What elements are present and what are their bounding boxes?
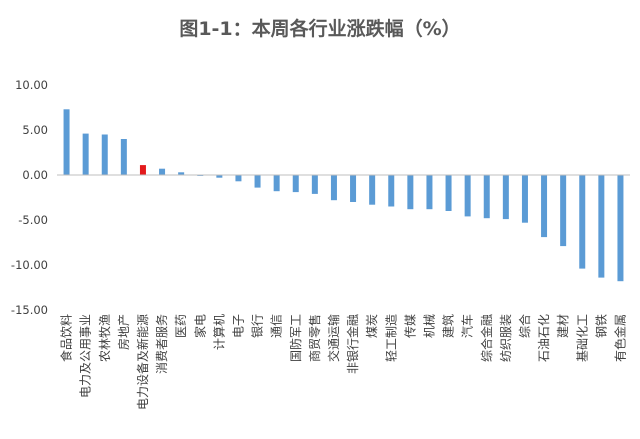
y-tick-label: -10.00 — [11, 258, 48, 272]
category-label: 非银行金融 — [345, 314, 360, 374]
bar — [82, 133, 89, 175]
category-label: 石油石化 — [537, 314, 551, 362]
y-tick-label: -15.00 — [11, 303, 48, 317]
category-label: 有色金属 — [612, 314, 627, 362]
category-label: 传媒 — [402, 314, 417, 338]
bar — [63, 109, 70, 175]
bar — [560, 175, 567, 247]
bar — [330, 175, 337, 201]
y-tick-label: 0.00 — [22, 168, 48, 182]
bar — [579, 175, 586, 269]
bar — [235, 175, 242, 182]
category-label: 电子 — [231, 314, 245, 338]
category-label: 综合金融 — [479, 314, 494, 362]
category-label: 电力及公用事业 — [79, 314, 93, 398]
category-label: 医药 — [174, 314, 188, 338]
category-label: 商贸零售 — [307, 314, 322, 362]
y-axis-ticks: 10.00 5.00 0.00 -5.00 -10.00 -15.00 — [11, 78, 48, 317]
category-label: 房地产 — [116, 314, 131, 350]
bar — [598, 175, 605, 278]
category-label: 银行 — [251, 314, 265, 338]
y-tick-label: 10.00 — [15, 78, 48, 92]
chart-title: 图1-1：本周各行业涨跌幅（%） — [179, 18, 461, 40]
category-label: 农林牧渔 — [98, 314, 112, 362]
category-label: 家电 — [192, 314, 207, 338]
bar — [178, 172, 185, 175]
bar — [521, 175, 528, 223]
category-label: 建材 — [556, 314, 570, 338]
category-label: 国防军工 — [288, 314, 303, 362]
bar — [216, 175, 223, 178]
bar — [617, 175, 624, 282]
bar — [273, 175, 280, 192]
category-label: 交通运输 — [326, 314, 341, 362]
bars — [63, 109, 624, 282]
category-label: 通信 — [270, 314, 284, 338]
bar — [464, 175, 471, 217]
bar — [292, 175, 299, 193]
bar — [445, 175, 452, 211]
category-label: 钢铁 — [594, 314, 608, 338]
bar — [426, 175, 433, 210]
category-label: 机械 — [421, 314, 436, 338]
bar — [502, 175, 509, 220]
category-label: 汽车 — [460, 314, 475, 338]
category-label: 基础化工 — [575, 314, 589, 362]
y-tick-label: 5.00 — [22, 123, 48, 137]
bar — [483, 175, 490, 219]
category-label: 消费者服务 — [154, 314, 169, 374]
bar — [254, 175, 261, 188]
category-label: 建筑 — [441, 314, 456, 338]
category-label: 轻工制造 — [384, 314, 398, 362]
bar — [311, 175, 318, 194]
bar — [120, 139, 127, 175]
category-label: 纺织服装 — [499, 314, 513, 362]
category-label: 食品饮料 — [59, 314, 74, 362]
bar — [407, 175, 414, 210]
bar — [159, 168, 166, 175]
bar — [350, 175, 357, 202]
y-tick-label: -5.00 — [18, 213, 48, 227]
category-label: 电力设备及新能源 — [135, 314, 150, 410]
bar — [388, 175, 395, 207]
category-label: 计算机 — [211, 314, 226, 350]
category-labels: 食品饮料 电力及公用事业 农林牧渔 房地产 电力设备及新能源 消费者服务 医药 家电 计算机 电子… — [59, 314, 628, 410]
category-label: 综合 — [517, 314, 532, 338]
bar — [541, 175, 548, 238]
category-label: 煤炭 — [365, 314, 379, 338]
bar — [369, 175, 376, 205]
bar — [101, 134, 108, 175]
bar — [139, 165, 146, 175]
